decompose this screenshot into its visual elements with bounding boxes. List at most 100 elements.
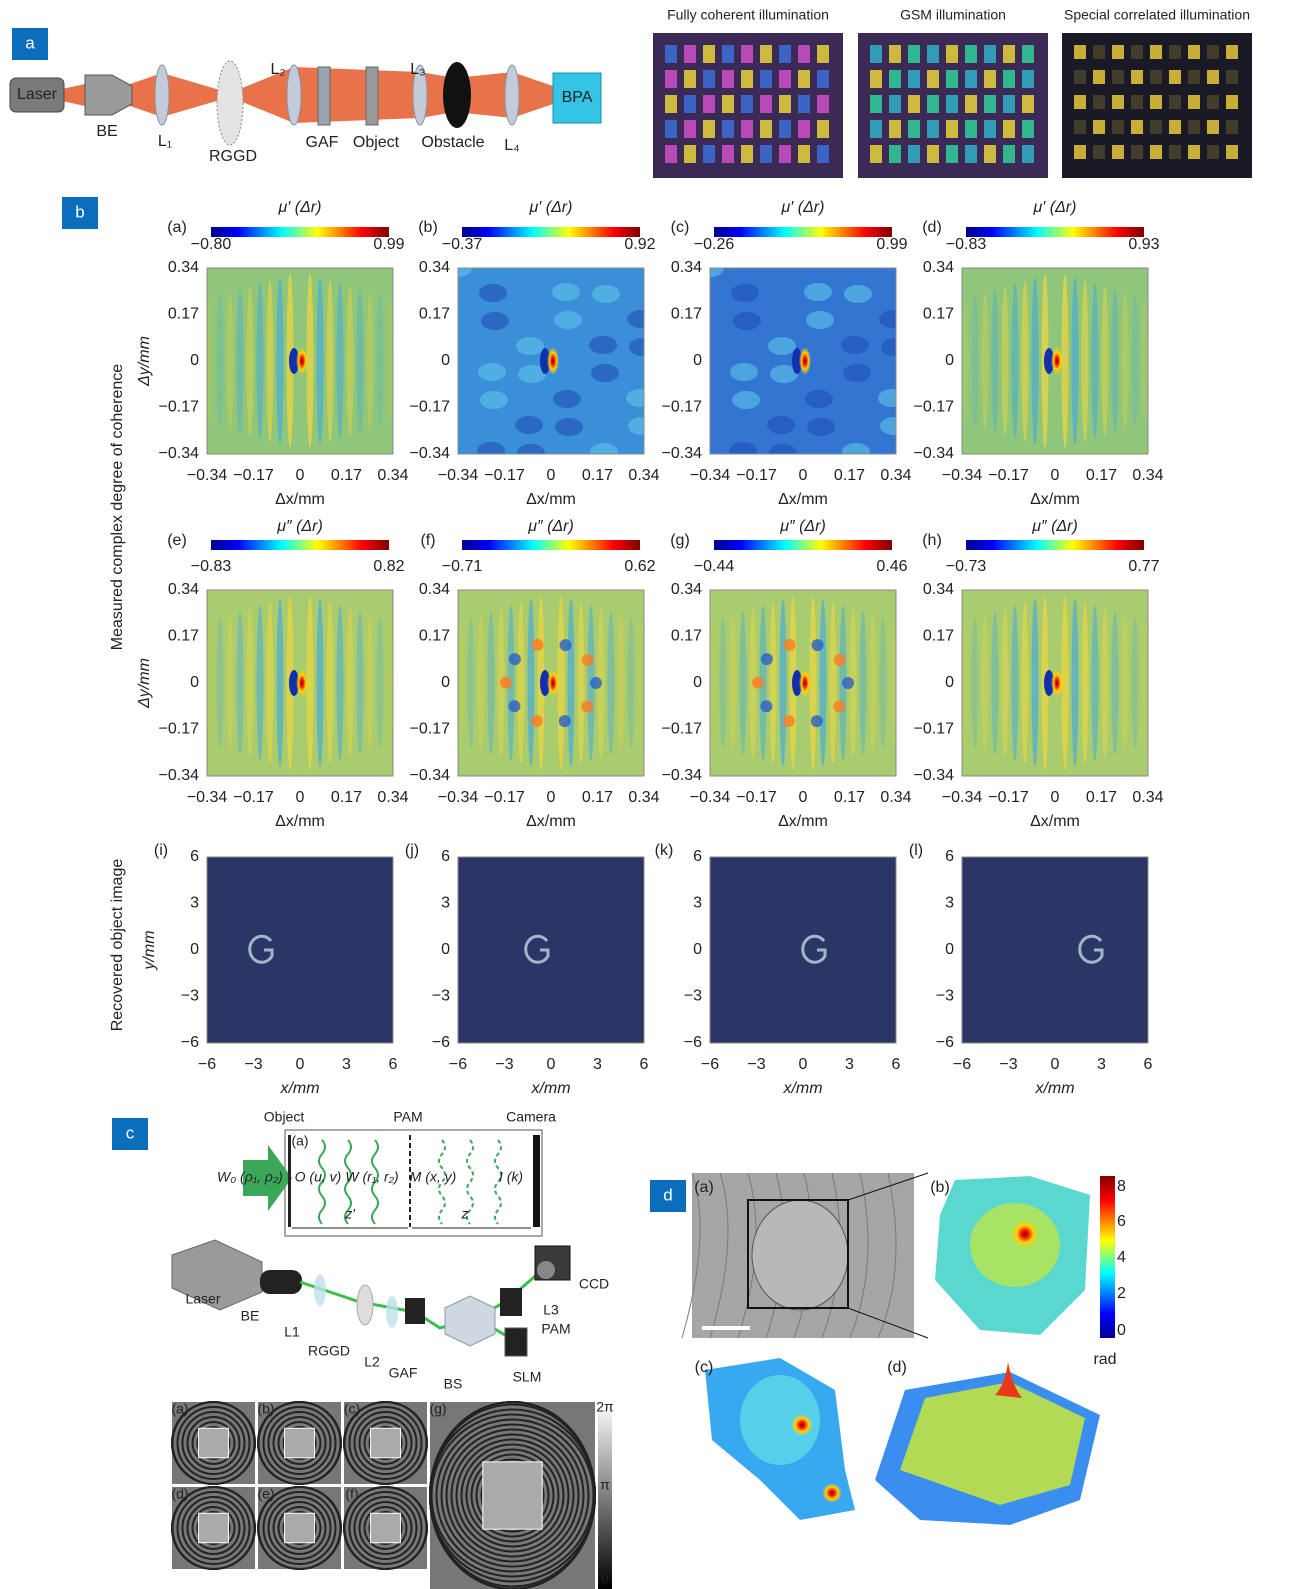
y-tick-label: −6 <box>936 1034 954 1051</box>
test-pattern <box>1188 45 1200 59</box>
fringe <box>1132 295 1139 427</box>
y-tick-label: 0.34 <box>923 259 954 276</box>
test-pattern <box>1169 45 1181 59</box>
setup-label: Laser <box>185 1291 220 1307</box>
test-pattern <box>984 95 996 113</box>
fringe <box>1012 605 1019 761</box>
y-tick-label: 0.34 <box>419 581 450 598</box>
x-tick-label: 0.34 <box>880 467 911 484</box>
panel-label: c <box>126 1123 135 1142</box>
test-pattern <box>779 45 791 63</box>
speckle <box>878 389 906 407</box>
colorbar-title: μ′ (Δr) <box>781 199 825 216</box>
fringe <box>770 602 777 764</box>
fringe <box>207 620 214 746</box>
fringe <box>1012 283 1019 439</box>
peak-pos <box>799 669 811 697</box>
x-tick-label: −0.34 <box>690 467 731 484</box>
y-tick-label: 0 <box>441 674 450 691</box>
fringe <box>962 620 969 746</box>
fringe <box>972 617 979 749</box>
y-tick-label: −6 <box>684 1034 702 1051</box>
x-tick-label: 6 <box>389 1056 398 1073</box>
speckle <box>629 338 657 356</box>
colorbar-tick: π <box>600 1477 610 1493</box>
fringe <box>1032 599 1039 767</box>
setup-label: L2 <box>364 1354 380 1370</box>
test-pattern <box>798 45 810 63</box>
fringe <box>267 280 274 442</box>
test-pattern <box>817 95 829 113</box>
speckle <box>478 363 506 381</box>
beam <box>62 67 553 123</box>
fringe <box>367 292 374 430</box>
peak-pos <box>799 347 811 375</box>
axis-title: Δx/mm <box>1030 491 1080 508</box>
colorbar-max: 0.62 <box>624 558 655 575</box>
lobe <box>590 677 602 689</box>
peak-pos <box>547 347 559 375</box>
test-pattern <box>684 70 696 88</box>
peak-pos <box>296 669 308 697</box>
fringe <box>830 602 837 764</box>
cell-outline <box>752 1200 848 1310</box>
schematic-tag: (a) <box>291 1133 308 1149</box>
test-pattern <box>946 120 958 138</box>
speckle <box>590 443 618 461</box>
lobe <box>811 639 823 651</box>
field-label: O (u, v) <box>295 1169 342 1185</box>
y-tick-label: −0.34 <box>914 767 955 784</box>
speckle <box>732 391 760 409</box>
lens <box>505 65 519 125</box>
colorbar <box>714 227 892 237</box>
lobe <box>508 700 520 712</box>
field-label: W (r₁, r₂) <box>345 1169 398 1185</box>
y-tick-label: 6 <box>441 848 450 865</box>
colorbar-tick: 2 <box>1117 1285 1126 1302</box>
fringe <box>367 614 374 752</box>
x-tick-label: 0.34 <box>377 789 408 806</box>
panel-label: d <box>663 1185 672 1204</box>
image-tag: (d) <box>887 1359 907 1376</box>
test-pattern <box>889 45 901 63</box>
speckle <box>731 284 759 302</box>
y-tick-label: −6 <box>181 1034 199 1051</box>
y-tick-label: 0.17 <box>671 306 702 323</box>
speckle <box>515 416 543 434</box>
x-tick-label: 6 <box>640 1056 649 1073</box>
test-pattern <box>817 120 829 138</box>
test-pattern <box>722 95 734 113</box>
colorbar-title: μ″ (Δr) <box>276 518 323 535</box>
x-tick-label: −0.17 <box>988 789 1029 806</box>
colorbar-max: 0.82 <box>373 558 404 575</box>
object-plate <box>366 67 378 125</box>
test-pattern <box>1226 95 1238 109</box>
test-pattern <box>1003 45 1015 63</box>
field-label: W₀ (ρ₁, ρ₂) <box>217 1169 283 1185</box>
speckle <box>554 311 582 329</box>
test-pattern <box>1150 145 1162 159</box>
x-tick-label: −6 <box>449 1056 467 1073</box>
test-pattern <box>760 45 772 63</box>
x-tick-label: 0 <box>296 467 305 484</box>
axis-title: Δy/mm <box>136 336 153 387</box>
test-pattern <box>779 70 791 88</box>
x-tick-label: −0.17 <box>988 467 1029 484</box>
colorbar-tick: 0 <box>601 1571 609 1587</box>
test-pattern <box>1074 95 1086 109</box>
x-tick-label: −0.34 <box>187 467 228 484</box>
y-tick-label: −0.17 <box>914 399 955 416</box>
x-tick-label: −3 <box>244 1056 262 1073</box>
test-pattern <box>741 145 753 163</box>
speckle <box>481 312 509 330</box>
component-label: L₂ <box>270 61 285 78</box>
lobe <box>559 715 571 727</box>
lobe <box>509 653 521 665</box>
x-tick-label: 0.17 <box>1086 789 1117 806</box>
x-tick-label: 0.17 <box>1086 467 1117 484</box>
fringe <box>237 611 244 755</box>
hologram-tag: (b) <box>257 1401 274 1417</box>
colorbar <box>462 227 640 237</box>
component-label: BE <box>96 123 117 140</box>
speckle <box>733 312 761 330</box>
